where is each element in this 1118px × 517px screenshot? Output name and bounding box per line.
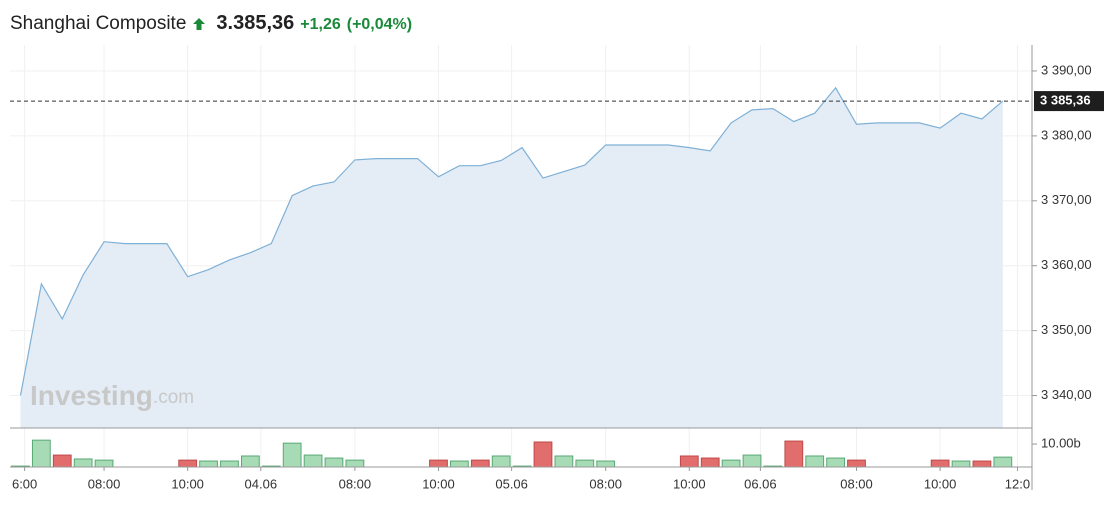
x-tick-label: 08:00 (840, 476, 873, 491)
y-tick-label: 3 340,00 (1041, 387, 1092, 402)
volume-bar (826, 457, 845, 468)
volume-bar (282, 442, 302, 468)
volume-bar (31, 439, 51, 468)
y-tick-label: 3 380,00 (1041, 127, 1092, 142)
header: Shanghai Composite 3.385,36 +1,26 (+0,04… (10, 12, 412, 35)
volume-bar (52, 454, 72, 468)
volume-bar (178, 459, 198, 468)
y-tick-label: 3 350,00 (1041, 322, 1092, 337)
x-tick-label: 08:00 (339, 476, 372, 491)
x-tick-label: 04.06 (245, 476, 278, 491)
volume-bar (993, 456, 1013, 468)
current-price-box (1034, 91, 1104, 112)
volume-bar (220, 460, 239, 468)
volume-bar (575, 459, 595, 468)
watermark-suffix: .com (153, 387, 194, 408)
x-tick-label: 12:0 (1005, 476, 1030, 491)
volume-bar (94, 459, 114, 468)
volume-bar (429, 459, 448, 468)
volume-bar (847, 459, 866, 468)
volume-bar (345, 459, 365, 468)
x-tick-label: 08:00 (589, 476, 622, 491)
current-price-label: 3 385,36 (1040, 93, 1091, 108)
volume-bar (930, 459, 950, 468)
x-tick-label: 06.06 (744, 476, 777, 491)
volume-bar (199, 460, 218, 468)
x-tick-label: 10:00 (422, 476, 455, 491)
y-tick-label: 3 370,00 (1041, 192, 1092, 207)
y-tick-label: 3 390,00 (1041, 62, 1092, 77)
x-tick-label: 10:00 (924, 476, 957, 491)
y-tick-label: 3 360,00 (1041, 257, 1092, 272)
volume-bar (596, 460, 616, 468)
volume-bar (784, 440, 804, 468)
volume-bar (700, 457, 720, 468)
x-tick-label: 6:00 (12, 476, 37, 491)
watermark-name: Investing (30, 380, 153, 411)
volume-bar (73, 458, 93, 468)
volume-bar (303, 454, 323, 468)
change: +1,26 (300, 16, 341, 33)
x-tick-label: 08:00 (88, 476, 121, 491)
volume-bar (491, 455, 511, 468)
volume-bar (470, 459, 490, 468)
area (20, 87, 1003, 429)
volume-bar (679, 455, 699, 468)
title: Shanghai Composite (10, 13, 187, 34)
price-line (19, 86, 1004, 396)
volume-bar (805, 455, 825, 468)
watermark: Investing.com (30, 380, 194, 411)
change-percent: (+0,04%) (346, 16, 413, 33)
volume-bar (742, 454, 762, 468)
volume-bar (240, 455, 260, 468)
x-tick-label: 10:00 (171, 476, 204, 491)
x-tick-label: 05.06 (495, 476, 528, 491)
volume-bar (324, 457, 344, 468)
y-tick-label: 10.00b (1041, 435, 1081, 450)
volume-bar (951, 460, 971, 468)
volume-bar (450, 460, 469, 468)
volume-bar (554, 455, 574, 468)
volume-bar (533, 441, 553, 468)
price: 3.385,36 (216, 12, 295, 34)
up-arrow (193, 17, 206, 30)
volume-bar (721, 459, 741, 468)
x-tick-label: 10:00 (673, 476, 706, 491)
volume-bar (972, 460, 992, 468)
